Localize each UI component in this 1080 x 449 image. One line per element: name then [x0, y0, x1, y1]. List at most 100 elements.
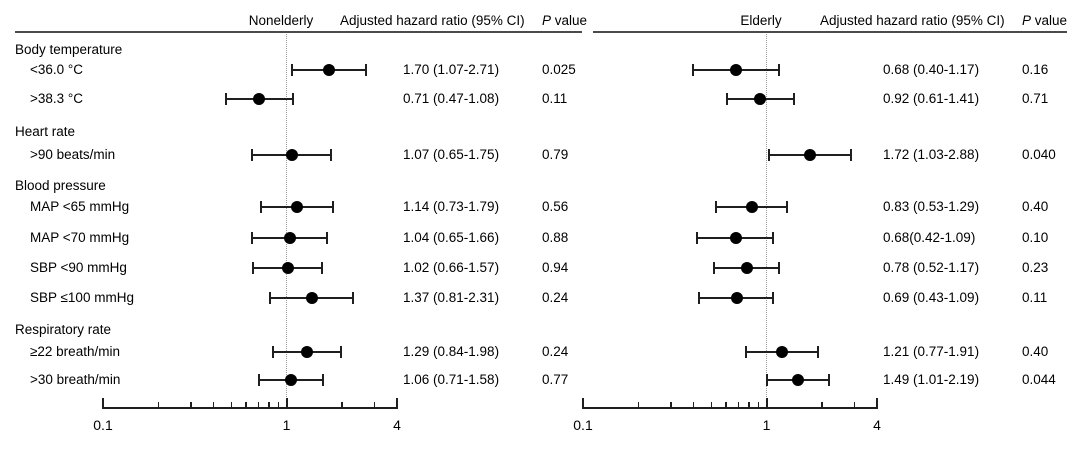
ci-cap-left [252, 262, 255, 274]
x-axis-minor-tick [853, 402, 856, 409]
x-axis-minor-tick [737, 402, 740, 409]
x-axis-nonelderly [103, 407, 397, 409]
ci-cap-right [827, 374, 830, 386]
header-rule-elderly [593, 31, 1067, 33]
x-axis-tick-label: 1 [762, 417, 771, 433]
ci-cap-left [260, 201, 263, 213]
x-axis-minor-tick [670, 402, 672, 409]
x-axis-major-tick [582, 398, 584, 409]
hr-ci-value: 0.83 (0.53-1.29) [883, 199, 980, 214]
x-axis-minor-tick [268, 402, 270, 409]
x-axis-minor-tick [710, 402, 713, 409]
point-estimate-marker [285, 149, 298, 161]
ci-cap-left [251, 232, 254, 244]
point-estimate-marker [322, 64, 335, 76]
p-value: 0.40 [1022, 199, 1049, 214]
row-label: >38.3 °C [30, 91, 84, 106]
row-label: <36.0 °C [30, 62, 84, 77]
x-axis-minor-tick [821, 402, 823, 409]
ci-cap-right [339, 346, 342, 358]
row-label: SBP <90 mmHg [30, 260, 127, 275]
x-axis-minor-tick [190, 402, 192, 409]
hr-ci-value: 1.07 (0.65-1.75) [403, 147, 500, 162]
ci-cap-left [268, 292, 271, 304]
point-estimate-marker [792, 374, 805, 386]
ci-cap-right [330, 149, 333, 161]
p-value: 0.11 [542, 91, 568, 106]
hr-ci-value: 1.21 (0.77-1.91) [883, 344, 980, 359]
point-estimate-marker [775, 346, 788, 358]
p-value: 0.23 [1022, 260, 1049, 275]
ci-cap-left [767, 149, 770, 161]
ci-cap-right [792, 93, 795, 105]
ci-cap-left [766, 374, 769, 386]
x-axis-minor-tick [230, 402, 233, 409]
x-axis-major-tick [285, 398, 288, 409]
ci-cap-left [251, 149, 254, 161]
ci-cap-right [364, 64, 367, 76]
p-value: 0.10 [1022, 230, 1049, 245]
point-estimate-marker [803, 149, 816, 161]
hr-ci-value: 1.06 (0.71-1.58) [403, 372, 500, 387]
reference-line-nonelderly [286, 34, 287, 407]
x-axis-tick-label: 4 [873, 417, 881, 433]
ci-cap-right [352, 292, 355, 304]
x-axis-minor-tick [277, 402, 280, 409]
p-value: 0.94 [542, 260, 569, 275]
p-value: 0.24 [542, 344, 569, 359]
point-estimate-marker [740, 262, 753, 274]
p-value: 0.025 [542, 62, 576, 77]
p-value: 0.24 [542, 290, 569, 305]
hr-ci-value: 1.72 (1.03-2.88) [883, 147, 980, 162]
ci-cap-left [698, 292, 701, 304]
x-axis-minor-tick [725, 402, 727, 409]
ci-cap-right [785, 201, 788, 213]
x-axis-major-tick [396, 398, 398, 409]
x-axis-minor-tick [341, 402, 343, 409]
point-estimate-marker [290, 201, 303, 213]
ci-cap-right [291, 93, 294, 105]
ci-cap-left [271, 346, 274, 358]
hr-ci-value: 0.68 (0.40-1.17) [883, 62, 980, 77]
column-header-pvalue-nonelderly: P value [542, 13, 588, 28]
p-value: 0.16 [1022, 62, 1049, 77]
p-value: 0.56 [542, 199, 569, 214]
group-label: Respiratory rate [15, 322, 112, 337]
hr-ci-value: 0.92 (0.61-1.41) [883, 91, 980, 106]
point-estimate-marker [745, 201, 758, 213]
p-value: 0.40 [1022, 344, 1049, 359]
hr-ci-value: 1.37 (0.81-2.31) [403, 290, 500, 305]
hr-ci-value: 0.68(0.42-1.09) [883, 230, 976, 245]
point-estimate-marker [300, 346, 313, 358]
ci-cap-left [744, 346, 747, 358]
p-value: 0.11 [1022, 290, 1048, 305]
p-value: 0.77 [542, 372, 569, 387]
reference-line-elderly [766, 34, 767, 407]
row-label: MAP <70 mmHg [30, 230, 130, 245]
hr-ci-value: 1.29 (0.84-1.98) [403, 344, 500, 359]
hr-ci-value: 1.02 (0.66-1.57) [403, 260, 500, 275]
x-axis-elderly [583, 407, 877, 409]
ci-cap-left [258, 374, 261, 386]
ci-cap-left [692, 64, 695, 76]
x-axis-minor-tick [212, 402, 215, 409]
p-value: 0.71 [1022, 91, 1049, 106]
ci-cap-left [696, 232, 699, 244]
x-axis-minor-tick [257, 402, 260, 409]
panel-title-nonelderly: Nonelderly [248, 13, 314, 28]
row-label: ≥22 breath/min [30, 344, 120, 359]
panel-title-elderly: Elderly [740, 13, 782, 28]
x-axis-minor-tick [748, 402, 750, 409]
p-value: 0.044 [1022, 372, 1056, 387]
x-axis-minor-tick [157, 402, 160, 409]
point-estimate-marker [285, 374, 298, 386]
x-axis-minor-tick [373, 402, 376, 409]
row-label: MAP <65 mmHg [30, 199, 130, 214]
x-axis-major-tick [876, 398, 878, 409]
ci-cap-right [325, 232, 328, 244]
x-axis-minor-tick [637, 402, 640, 409]
hr-ci-value: 1.49 (1.01-2.19) [883, 372, 980, 387]
ci-cap-left [713, 262, 716, 274]
ci-cap-right [817, 346, 820, 358]
